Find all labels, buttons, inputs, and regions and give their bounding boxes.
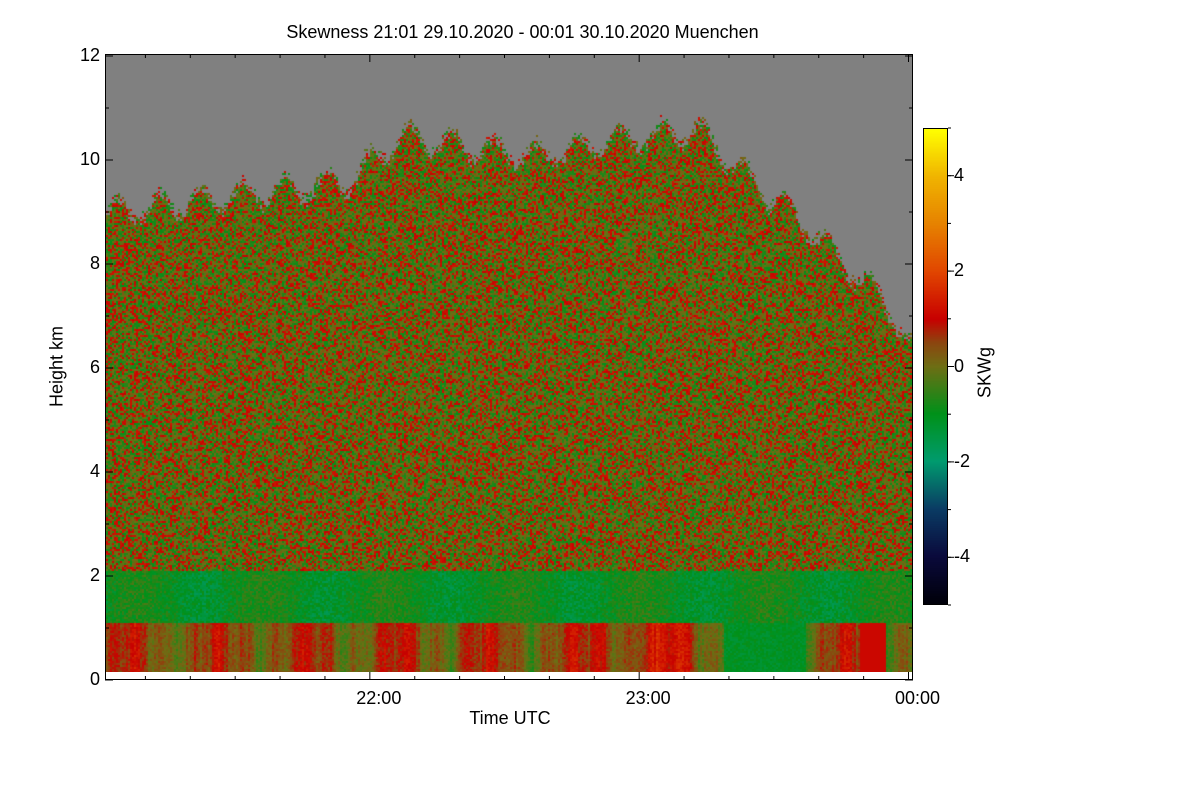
- colorbar-tick-label: 0: [954, 355, 965, 376]
- x-tick-label: 22:00: [356, 688, 402, 708]
- x-tick-label: 00:00: [894, 688, 940, 708]
- colorbar-tick-label: 2: [954, 260, 965, 281]
- y-tick-label: 4: [89, 461, 100, 481]
- y-tick-label: 2: [89, 565, 100, 585]
- y-tick-label: 0: [89, 669, 100, 689]
- colorbar: [923, 128, 948, 605]
- chart-title: Skewness 21:01 29.10.2020 - 00:01 30.10.…: [286, 22, 759, 42]
- colorbar-tick-label: -4: [954, 546, 971, 567]
- skewness-heatmap: [106, 55, 912, 672]
- colorbar-label: SKWg: [974, 347, 995, 399]
- y-tick-label: 12: [79, 45, 100, 65]
- x-tick-label: 23:00: [625, 688, 671, 708]
- x-axis-label: Time UTC: [469, 708, 551, 728]
- y-tick-label: 10: [79, 149, 100, 169]
- colorbar-tick-label: 4: [954, 164, 965, 185]
- y-tick-label: 8: [89, 253, 100, 273]
- y-tick-label: 6: [89, 357, 100, 377]
- colorbar-tick-label: -2: [954, 450, 971, 471]
